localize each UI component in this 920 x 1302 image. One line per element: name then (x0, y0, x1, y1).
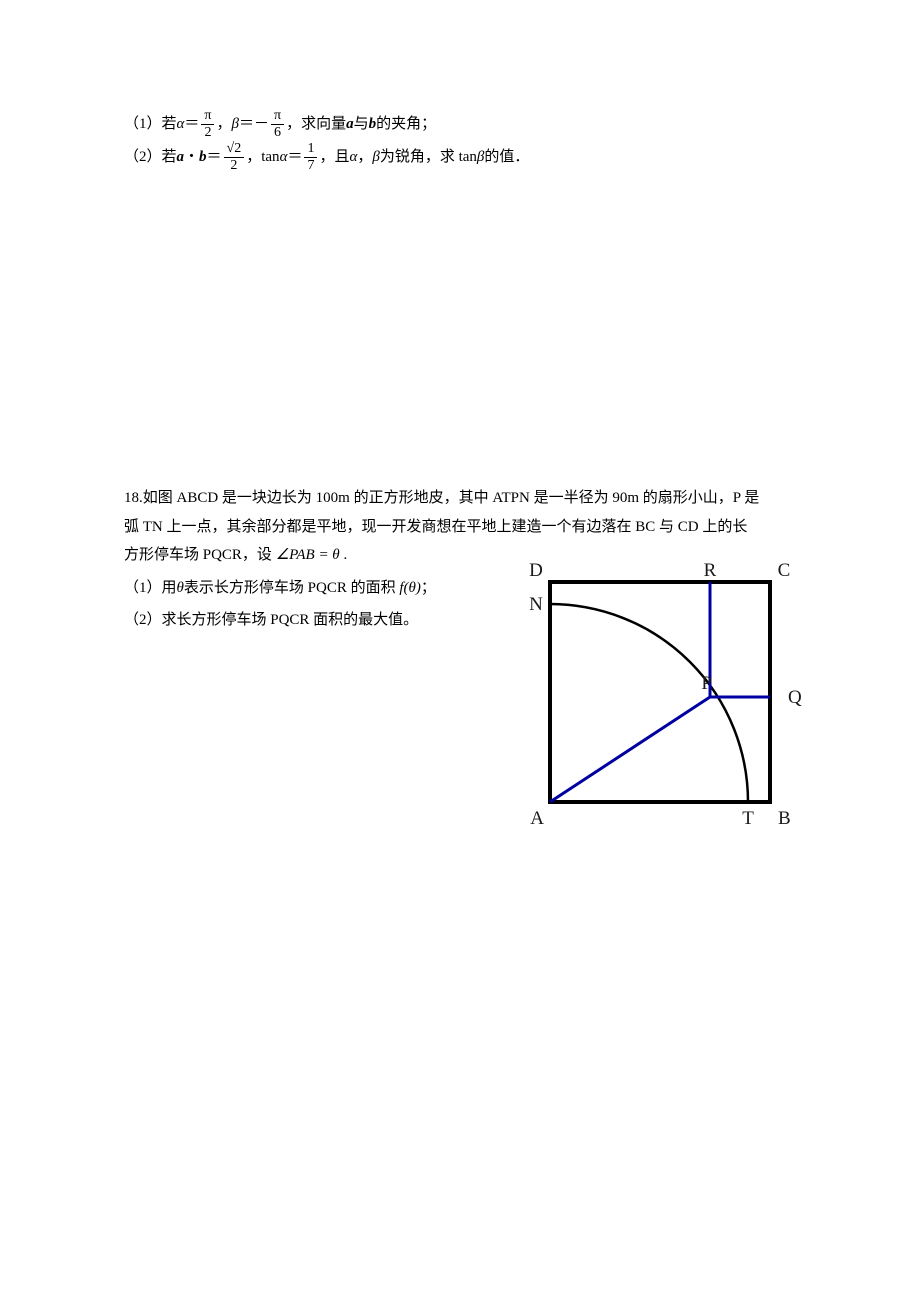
p17-2-comma1: ，tan (246, 141, 279, 174)
svg-text:T: T (742, 808, 754, 829)
p18-line2: 弧 TN 上一点，其余部分都是平地，现一开发商想在平地上建造一个有边落在 BC … (124, 513, 800, 542)
p17-2-beta2: β (477, 141, 484, 174)
p18-q1-paren: (θ) (404, 580, 421, 596)
p17-1-end: 的夹角； (376, 108, 436, 141)
problem18: 18.如图 ABCD 是一块边长为 100m 的正方形地皮，其中 ATPN 是一… (124, 484, 800, 635)
p17-1-b: b (369, 108, 377, 141)
p18-line1: 18.如图 ABCD 是一块边长为 100m 的正方形地皮，其中 ATPN 是一… (124, 484, 800, 513)
p18-line3-pre: 方形停车场 PQCR，设 (124, 547, 272, 563)
p17-1-prefix: （1）若 (124, 108, 177, 141)
frac-den: 7 (304, 158, 317, 173)
p17-2-frac1: √2 2 (224, 142, 245, 173)
svg-text:R: R (704, 562, 717, 581)
svg-text:P: P (701, 673, 712, 694)
frac-num: π (201, 109, 214, 125)
frac-num: π (271, 109, 284, 125)
p17-2-alpha2: α (349, 141, 357, 174)
p18-line3-end: . (343, 547, 347, 563)
p17-1-eq2: ＝－ (239, 108, 269, 141)
p17-1-eq1: ＝ (184, 108, 199, 141)
svg-text:D: D (529, 562, 543, 581)
p17-1-a: a (346, 108, 354, 141)
p17-2-b: b (199, 141, 207, 174)
frac-num: √2 (224, 142, 245, 158)
p17-1-frac2: π 6 (271, 109, 284, 140)
p18-q1-theta: θ (177, 580, 184, 596)
p17-1-mid: 与 (354, 108, 369, 141)
frac-den: 2 (201, 125, 214, 140)
p17-2-comma3: ， (357, 141, 372, 174)
svg-text:A: A (530, 808, 544, 829)
p17-2-alpha: α (280, 141, 288, 174)
p17-2-eq2: ＝ (287, 141, 302, 174)
svg-text:B: B (778, 808, 791, 829)
p18-q1-pre: （1）用 (124, 580, 177, 596)
p17-1-comma1: ， (216, 108, 231, 141)
problem17-part2: （2）若 a ・ b ＝ √2 2 ，tan α ＝ 1 7 ，且 α ， β … (124, 141, 800, 174)
p17-2-dot: ・ (184, 141, 199, 174)
p18-line3-math: ∠PAB = θ (276, 547, 340, 563)
p17-1-beta: β (232, 108, 239, 141)
problem17-part1: （1）若 α ＝ π 2 ， β ＝－ π 6 ，求向量 a 与 b 的夹角； (124, 108, 800, 141)
svg-text:C: C (778, 562, 791, 581)
diagram-svg: D R C N P Q A T B (510, 562, 810, 852)
p17-2-frac2: 1 7 (304, 142, 317, 173)
frac-num: 1 (304, 142, 317, 158)
p17-2-beta: β (372, 141, 379, 174)
frac-den: 2 (224, 158, 245, 173)
p18-q1-end: ； (421, 580, 436, 596)
svg-text:N: N (529, 594, 543, 615)
p17-1-alpha: α (177, 108, 185, 141)
frac-den: 6 (271, 125, 284, 140)
svg-text:Q: Q (788, 687, 802, 708)
p17-2-comma2: ，且 (319, 141, 349, 174)
p17-1-tail: ，求向量 (286, 108, 346, 141)
p17-1-frac1: π 2 (201, 109, 214, 140)
p17-2-eq1: ＝ (207, 141, 222, 174)
p17-2-mid: 为锐角，求 tan (380, 141, 477, 174)
p17-2-prefix: （2）若 (124, 141, 177, 174)
p17-2-a: a (177, 141, 185, 174)
p18-line2-tail: 长 (732, 519, 747, 535)
p18-line2-pre: 弧 TN 上一点，其余部分都是平地，现一开发商想在平地上建造一个有边落在 BC … (124, 519, 732, 535)
geometry-diagram: D R C N P Q A T B (510, 562, 810, 857)
p18-q1-mid: 表示长方形停车场 PQCR 的面积 (184, 580, 396, 596)
p17-2-end: 的值． (484, 141, 529, 174)
